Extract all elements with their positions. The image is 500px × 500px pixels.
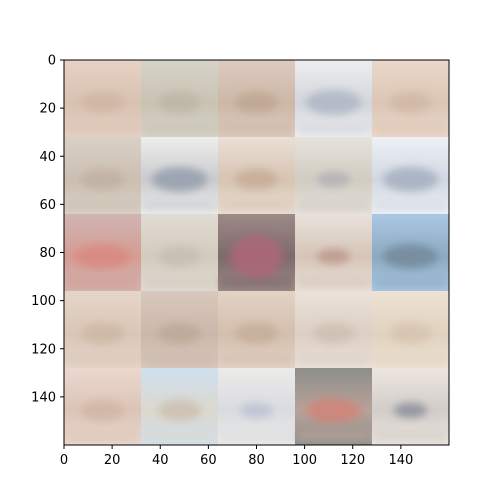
image-tile-r2-c0	[64, 214, 142, 292]
image-tile-r1-c2	[218, 137, 296, 215]
x-axis: 0 20 40 60 80 100 120 140	[60, 445, 413, 468]
image-tile-r4-c2	[218, 368, 296, 445]
x-tick-label: 0	[60, 453, 68, 468]
image-tile-r4-c1	[141, 368, 219, 445]
image-grid	[64, 60, 449, 445]
image-tile-r0-c0	[64, 60, 142, 138]
image-tile-r3-c1	[141, 291, 219, 369]
image-tile-r0-c4	[372, 60, 449, 138]
image-tile-r3-c2	[218, 291, 296, 369]
y-tick-label: 120	[31, 342, 56, 357]
x-tick-label: 40	[152, 453, 169, 468]
x-tick-label: 60	[200, 453, 217, 468]
y-tick-label: 20	[39, 102, 56, 117]
x-tick-label: 80	[248, 453, 265, 468]
image-tile-r1-c0	[64, 137, 142, 215]
y-tick-label: 0	[48, 54, 56, 69]
y-tick-label: 80	[39, 246, 56, 261]
image-tile-r0-c2	[218, 60, 296, 138]
image-tile-r3-c3	[295, 291, 373, 369]
image-tile-r2-c3	[295, 214, 373, 292]
x-tick-label: 20	[104, 453, 121, 468]
y-axis: 0 20 40 60 80 100 120 140	[31, 54, 64, 405]
y-tick-label: 60	[39, 198, 56, 213]
x-tick-label: 140	[388, 453, 413, 468]
x-tick-label: 100	[292, 453, 317, 468]
image-tile-r3-c4	[372, 291, 449, 369]
y-tick-label: 40	[39, 150, 56, 165]
image-tile-r0-c3	[295, 60, 373, 138]
image-tile-r2-c2	[218, 214, 296, 292]
y-tick-label: 100	[31, 294, 56, 309]
y-tick-label: 140	[31, 390, 56, 405]
image-tile-r4-c0	[64, 368, 142, 445]
image-tile-r3-c0	[64, 291, 142, 369]
image-tile-r1-c1	[141, 137, 219, 215]
image-tile-r4-c3	[295, 368, 373, 445]
image-tile-r4-c4	[372, 368, 449, 445]
image-tile-r0-c1	[141, 60, 219, 138]
image-tile-r2-c4	[372, 214, 449, 292]
image-tile-r2-c1	[141, 214, 219, 292]
x-tick-label: 120	[340, 453, 365, 468]
image-tile-r1-c4	[372, 137, 449, 215]
image-tile-r1-c3	[295, 137, 373, 215]
